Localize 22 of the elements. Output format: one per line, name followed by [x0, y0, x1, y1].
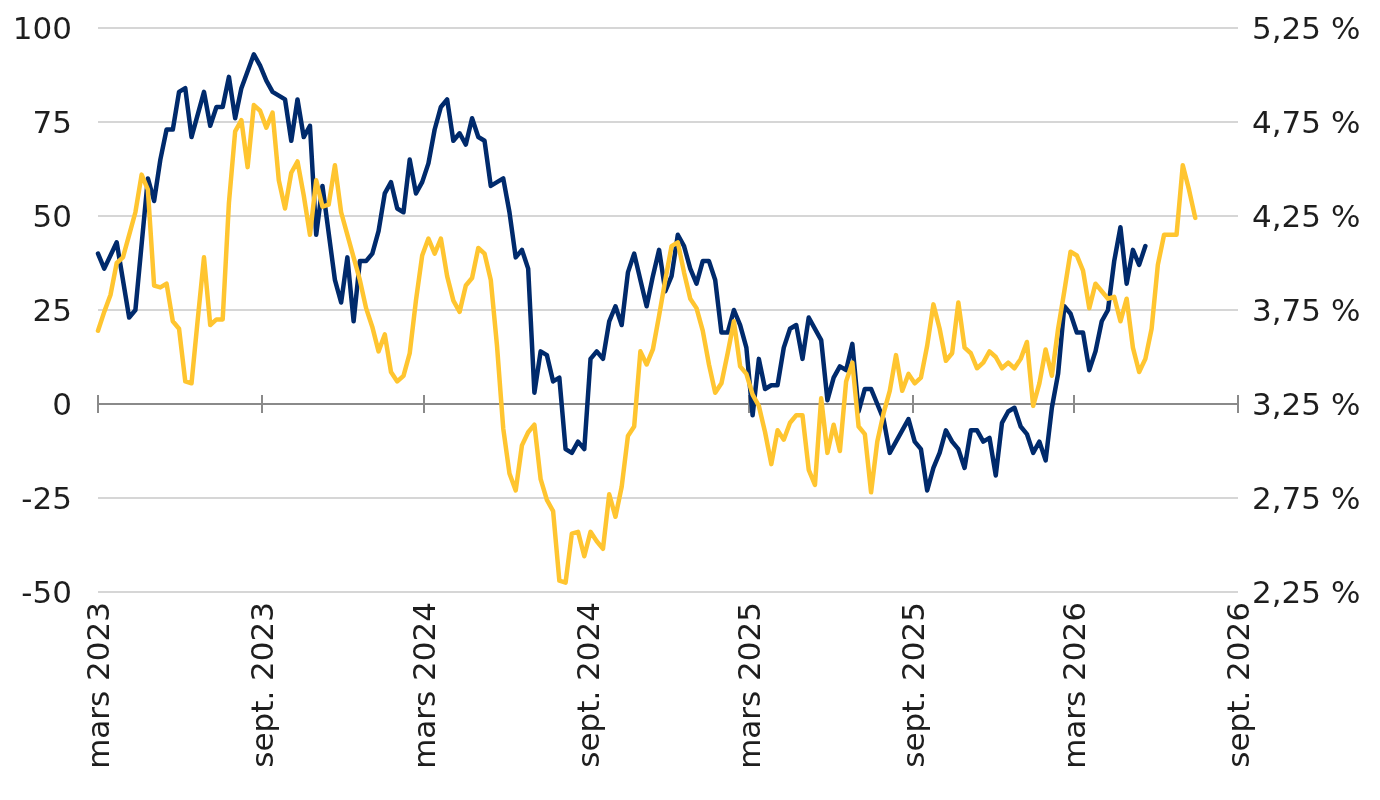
y2-tick-label: 3,75 %: [1252, 292, 1361, 328]
y-tick-label: 100: [12, 10, 72, 46]
y-tick-label: 50: [32, 198, 72, 234]
x-tick-label: mars 2024: [405, 602, 442, 769]
y2-tick-label: 3,25 %: [1252, 386, 1361, 422]
x-tick-label: sept. 2024: [569, 602, 606, 768]
y2-tick-label: 4,75 %: [1252, 104, 1361, 140]
x-tick-label: sept. 2025: [894, 602, 931, 768]
y-tick-label: 25: [32, 292, 72, 328]
y-tick-label: -50: [21, 574, 72, 610]
x-tick-label: mars 2025: [731, 602, 768, 769]
y-tick-label: -25: [21, 480, 72, 516]
x-tick-label: mars 2023: [80, 602, 116, 769]
y2-tick-label: 5,25 %: [1252, 10, 1361, 46]
y2-tick-label: 4,25 %: [1252, 198, 1361, 234]
line-series: [95, 52, 1148, 493]
y2-tick-label: 2,75 %: [1252, 480, 1361, 516]
x-tick-label: mars 2026: [1056, 602, 1093, 769]
x-tick-label: sept. 2023: [243, 602, 280, 768]
y-tick-label: 75: [32, 104, 72, 140]
y-tick-label: 0: [52, 386, 72, 422]
line-series: [95, 102, 1198, 585]
